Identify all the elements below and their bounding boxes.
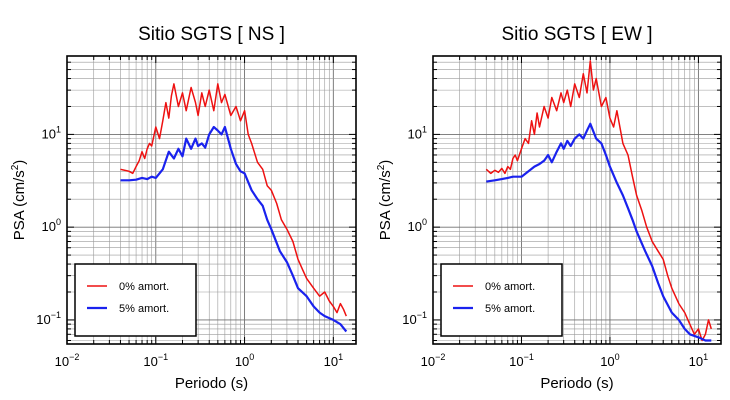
plot-frame [432,55,722,345]
x-tick-label: 100 [235,352,254,369]
x-tick-label: 10−1 [143,352,168,369]
y-axis-label: PSA (cm/s2) [376,160,394,241]
series-line-1 [120,83,347,317]
x-axis-label: Periodo (s) [540,375,613,392]
x-tick-label: 101 [689,352,708,369]
grid [432,55,721,344]
legend-label: 5% amort. [485,303,535,315]
y-tick-label: 101 [42,124,61,141]
legend-box [74,263,197,337]
y-tick-label: 10−1 [402,310,427,327]
x-tick-label: 10−2 [421,352,446,369]
y-tick-label: 100 [42,217,61,234]
x-tick-label: 10−2 [55,352,80,369]
legend-label: 5% amort. [119,303,169,315]
y-tick-label: 101 [408,124,427,141]
series-line-2 [486,122,712,342]
x-tick-label: 10−1 [509,352,534,369]
ticks [66,55,356,344]
legend-box [440,263,563,337]
y-tick-label: 10−1 [36,310,61,327]
x-tick-label: 101 [324,352,343,369]
chart-title: Sitio SGTS [ NS ] [138,24,285,45]
chart-panel-2: 10−2 10−1 100 101 10−1 100 101 Sitio SGTS [ EW … [376,24,722,392]
x-tick-label: 100 [600,352,619,369]
legend: 0% amort. 5% amort. [440,263,563,337]
series-line-1 [485,60,713,342]
legend-label: 0% amort. [485,281,535,293]
legend-label: 0% amort. [119,281,169,293]
chart-panel-1: 10−2 10−1 100 101 10−1 100 101 Sitio SGTS [ NS … [10,24,357,392]
plot-frame [66,55,357,345]
legend: 0% amort. 5% amort. [74,263,197,337]
ticks [432,55,721,344]
y-tick-label: 100 [408,217,427,234]
x-axis-label: Periodo (s) [175,375,248,392]
series-line-2 [120,125,348,333]
y-axis-label: PSA (cm/s2) [10,160,28,241]
chart-title: Sitio SGTS [ EW ] [502,24,653,45]
